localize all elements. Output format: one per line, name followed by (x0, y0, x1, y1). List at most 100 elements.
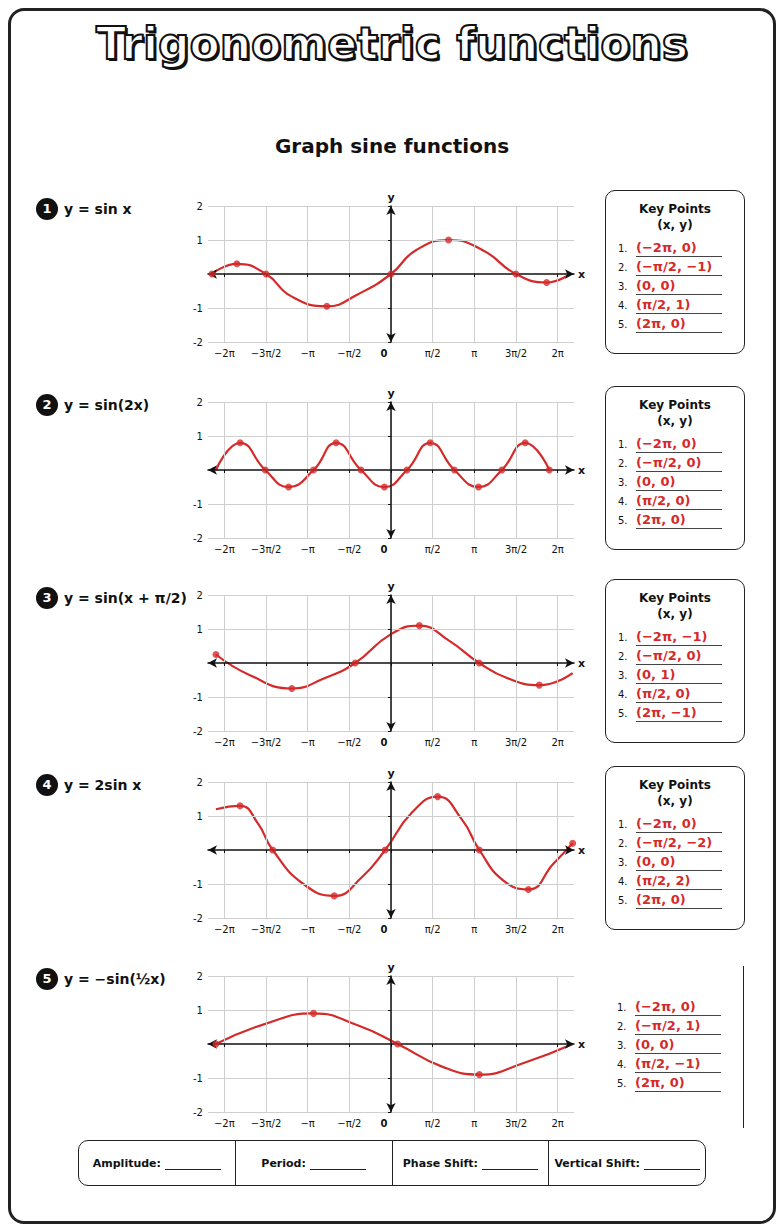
html-text:y = 2sin x: y = 2sin x (64, 777, 142, 793)
svg-text:0: 0 (381, 348, 388, 359)
html-text:Graph sine functions: Graph sine functions (274, 134, 510, 158)
svg-text:π: π (471, 1118, 477, 1129)
html-text:(−π/2, −2): (−π/2, −2) (636, 835, 713, 850)
svg-text:π/2: π/2 (425, 1118, 441, 1129)
svg-text:-1: -1 (193, 692, 203, 703)
svg-text:0: 0 (381, 1118, 388, 1129)
svg-text:-2: -2 (193, 1107, 203, 1118)
svg-text:-2: -2 (193, 913, 203, 924)
html-text:(2π, 0): (2π, 0) (636, 316, 686, 331)
svg-text:x: x (578, 657, 585, 670)
html-text:(0, 1): (0, 1) (636, 667, 676, 682)
html-text:(−2π, 0): (−2π, 0) (636, 436, 697, 451)
svg-text:2π: 2π (551, 737, 563, 748)
html-text:(−π/2, −1): (−π/2, −1) (636, 259, 713, 274)
svg-text:0: 0 (381, 737, 388, 748)
svg-text:2: 2 (197, 397, 203, 408)
html-text:(2π, 0): (2π, 0) (636, 512, 686, 527)
svg-text:−3π/2: −3π/2 (251, 348, 282, 359)
svg-text:2π: 2π (551, 924, 563, 935)
svg-text:−3π/2: −3π/2 (251, 544, 282, 555)
svg-text:−3π/2: −3π/2 (251, 1118, 282, 1129)
svg-text:−π/2: −π/2 (337, 737, 361, 748)
html-text:(π/2, 1): (π/2, 1) (636, 297, 691, 312)
html-text:(−2π, −1): (−2π, −1) (636, 629, 708, 644)
svg-text:−2π: −2π (214, 544, 235, 555)
svg-text:π: π (471, 544, 477, 555)
svg-text:2: 2 (197, 590, 203, 601)
html-text:y = sin(x + π/2): y = sin(x + π/2) (64, 590, 187, 606)
svg-text:−π/2: −π/2 (337, 544, 361, 555)
svg-text:−π: −π (300, 1118, 314, 1129)
svg-text:-1: -1 (193, 303, 203, 314)
svg-text:-1: -1 (193, 879, 203, 890)
svg-text:x: x (578, 844, 585, 857)
svg-text:3π/2: 3π/2 (505, 1118, 527, 1129)
html-text:(π/2, 0): (π/2, 0) (636, 493, 691, 508)
svg-text:-1: -1 (193, 499, 203, 510)
svg-text:π: π (471, 737, 477, 748)
html-text:(2π, −1): (2π, −1) (636, 705, 697, 720)
html-text:(−2π, 0): (−2π, 0) (636, 816, 697, 831)
html-text:(π/2, 0): (π/2, 0) (636, 686, 691, 701)
html-text:y = −sin(½x): y = −sin(½x) (64, 971, 166, 987)
svg-text:π/2: π/2 (425, 544, 441, 555)
svg-text:π: π (471, 924, 477, 935)
svg-text:2: 2 (197, 971, 203, 982)
svg-text:2π: 2π (551, 544, 563, 555)
svg-text:x: x (578, 1038, 585, 1051)
svg-text:3π/2: 3π/2 (505, 348, 527, 359)
svg-text:π: π (471, 348, 477, 359)
html-text:(−π/2, 0): (−π/2, 0) (636, 455, 702, 470)
html-text:(−π/2, 0): (−π/2, 0) (636, 648, 702, 663)
html-text:Trigonometric functions: Trigonometric functions (96, 18, 688, 69)
svg-text:−π/2: −π/2 (337, 1118, 361, 1129)
svg-text:1: 1 (197, 624, 203, 635)
svg-text:−π/2: −π/2 (337, 348, 361, 359)
html-text:y = sin(2x): y = sin(2x) (64, 397, 150, 413)
svg-text:2π: 2π (551, 1118, 563, 1129)
svg-text:0: 0 (381, 544, 388, 555)
svg-text:π/2: π/2 (425, 737, 441, 748)
svg-text:y: y (387, 767, 394, 780)
svg-text:3π/2: 3π/2 (505, 544, 527, 555)
svg-text:-2: -2 (193, 337, 203, 348)
html-text:(0, 0): (0, 0) (636, 474, 676, 489)
svg-text:3π/2: 3π/2 (505, 924, 527, 935)
svg-text:3π/2: 3π/2 (505, 737, 527, 748)
svg-text:−π: −π (300, 544, 314, 555)
svg-text:−π: −π (300, 348, 314, 359)
svg-text:1: 1 (197, 811, 203, 822)
html-text:(0, 0): (0, 0) (636, 854, 676, 869)
svg-text:−2π: −2π (214, 1118, 235, 1129)
svg-text:2: 2 (197, 201, 203, 212)
svg-text:−2π: −2π (214, 348, 235, 359)
svg-text:x: x (578, 268, 585, 281)
svg-text:y: y (387, 191, 394, 204)
svg-text:−π/2: −π/2 (337, 924, 361, 935)
svg-text:1: 1 (197, 1005, 203, 1016)
svg-text:0: 0 (381, 924, 388, 935)
svg-text:1: 1 (197, 235, 203, 246)
svg-text:y: y (387, 387, 394, 400)
svg-text:−π: −π (300, 737, 314, 748)
html-text:(0, 0): (0, 0) (636, 278, 676, 293)
svg-text:-2: -2 (193, 726, 203, 737)
svg-text:y: y (387, 961, 394, 974)
svg-text:1: 1 (197, 431, 203, 442)
svg-text:−3π/2: −3π/2 (251, 737, 282, 748)
svg-text:x: x (578, 464, 585, 477)
svg-text:−2π: −2π (214, 924, 235, 935)
svg-text:-2: -2 (193, 533, 203, 544)
svg-text:−3π/2: −3π/2 (251, 924, 282, 935)
svg-text:2: 2 (197, 777, 203, 788)
svg-text:y: y (387, 580, 394, 593)
svg-text:−π: −π (300, 924, 314, 935)
html-text:(−2π, 0): (−2π, 0) (636, 240, 697, 255)
svg-text:-1: -1 (193, 1073, 203, 1084)
svg-text:−2π: −2π (214, 737, 235, 748)
html-text:y = sin x: y = sin x (64, 201, 132, 217)
svg-text:π/2: π/2 (425, 348, 441, 359)
svg-text:π/2: π/2 (425, 924, 441, 935)
svg-text:2π: 2π (551, 348, 563, 359)
